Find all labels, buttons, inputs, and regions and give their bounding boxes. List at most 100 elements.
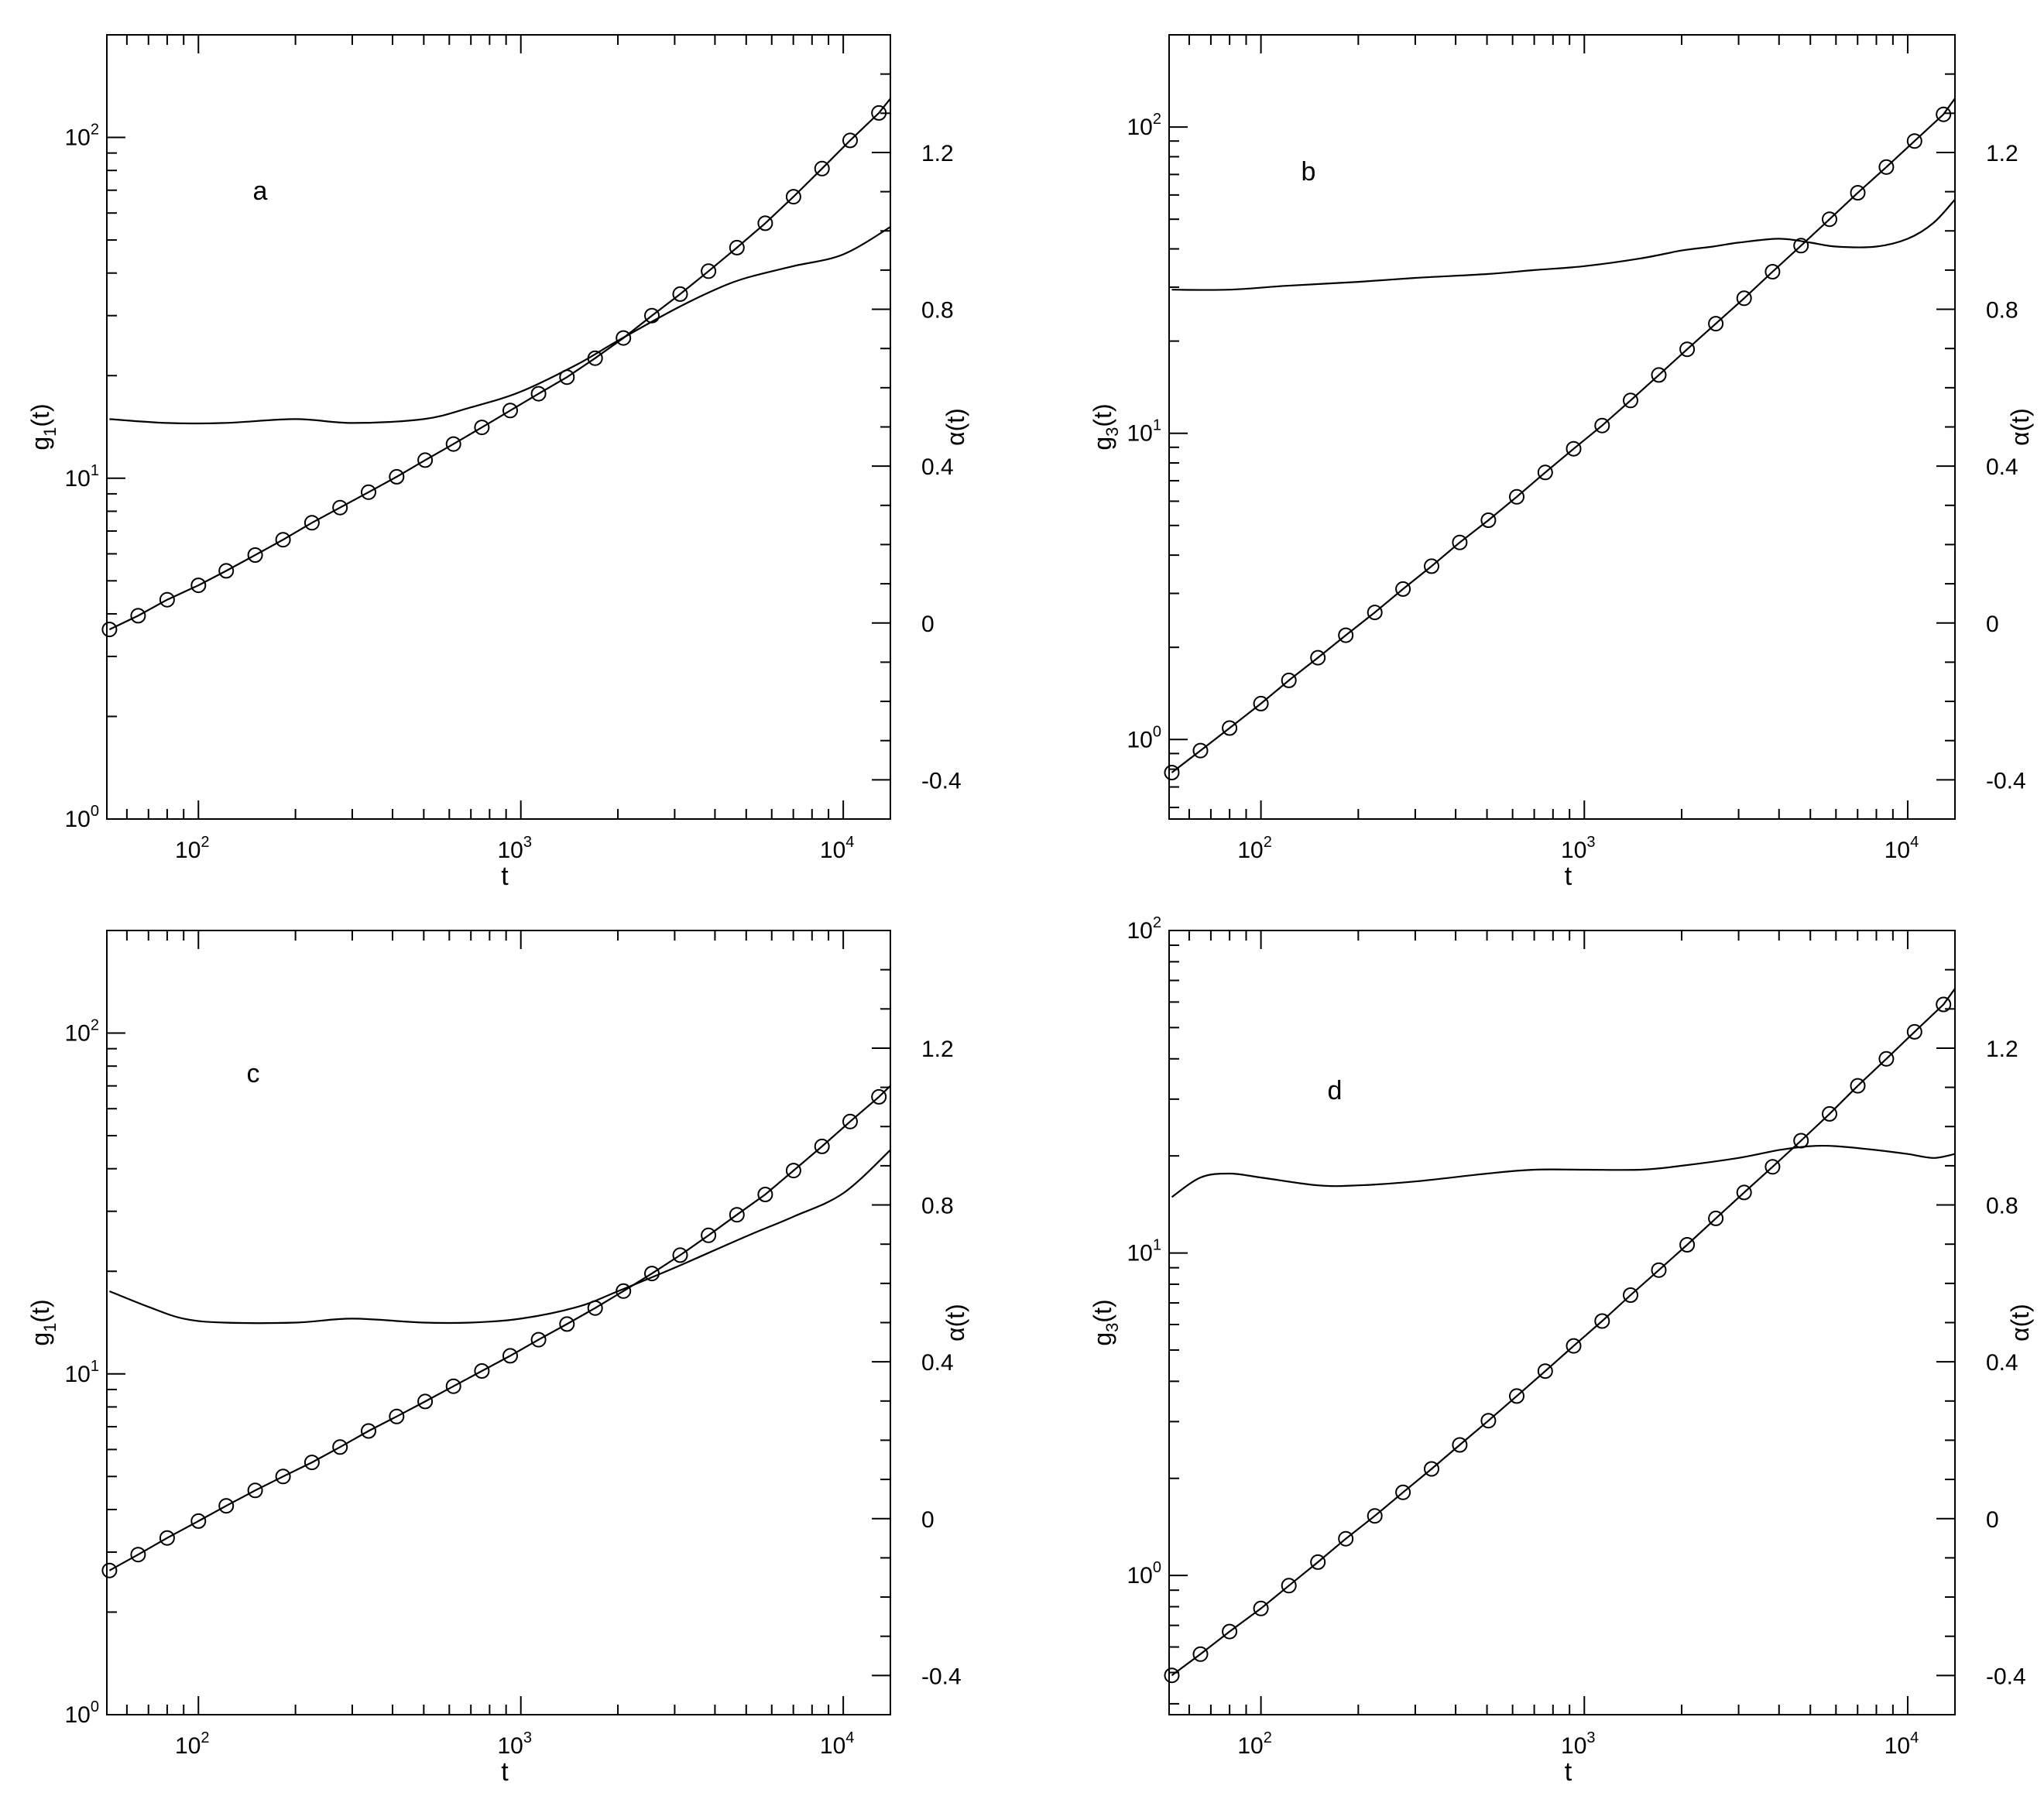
panel-label: b (1302, 157, 1316, 187)
y2-tick-label: -0.4 (1986, 768, 2026, 793)
data-point-marker (1822, 211, 1837, 228)
data-point-marker (275, 1469, 291, 1485)
y2-tick-label: 1.2 (921, 141, 954, 166)
data-point-marker (1623, 392, 1638, 409)
x-tick-exponent: 4 (845, 1729, 854, 1746)
x-axis-label: t (1565, 1757, 1572, 1787)
y2-axis-label: α(t) (2006, 1304, 2034, 1342)
y-axis-label-suffix: (t) (26, 1299, 54, 1322)
y-tick-exponent: 2 (91, 122, 99, 139)
y-tick-label: 100 (1127, 1559, 1162, 1589)
data-point-marker (1509, 1388, 1524, 1404)
data-point-marker (101, 1562, 118, 1578)
data-point-marker (1395, 581, 1411, 597)
data-point-marker (785, 1163, 801, 1179)
data-point-marker (247, 547, 263, 563)
y-axis-label-subscript: 1 (40, 1323, 60, 1332)
data-point-marker (1537, 1363, 1553, 1379)
data-point-marker (672, 286, 688, 302)
x-tick-exponent: 3 (1586, 1729, 1595, 1746)
data-point-marker (190, 577, 207, 594)
x-tick-exponent: 3 (523, 1729, 532, 1746)
x-tick-label: 103 (1561, 834, 1595, 863)
data-point-marker (1679, 341, 1696, 358)
data-point-marker (474, 1363, 490, 1379)
y-tick-label: 101 (65, 462, 100, 492)
data-point-marker (1424, 1461, 1439, 1477)
data-point-marker (332, 1439, 348, 1455)
data-point-marker (1736, 1184, 1752, 1201)
data-point-marker (729, 1207, 745, 1223)
data-point-marker (757, 215, 773, 231)
y-tick-exponent: 1 (91, 1358, 99, 1375)
y-axis-label-suffix: (t) (26, 403, 54, 427)
x-tick-exponent: 2 (201, 1729, 209, 1746)
data-point-marker (304, 1455, 320, 1471)
y-axis-label: g1(t) (26, 1299, 60, 1345)
data-point-marker (1367, 1508, 1383, 1524)
data-point-marker (1906, 1023, 1922, 1040)
data-point-marker (1480, 512, 1497, 528)
x-tick-label: 102 (1237, 1729, 1272, 1759)
data-point-marker (701, 1227, 717, 1243)
x-tick-label: 102 (175, 1729, 210, 1759)
y2-axis-label: α(t) (941, 1304, 969, 1342)
data-point-marker (1222, 720, 1238, 736)
data-point-marker (1192, 1646, 1209, 1662)
data-point-marker (672, 1247, 688, 1263)
y2-tick-label: 0 (1986, 1507, 1999, 1533)
y-tick-exponent: 2 (1153, 111, 1161, 128)
x-tick-label: 102 (1237, 834, 1272, 863)
y2-tick-label: 0 (1986, 612, 1999, 637)
y2-tick-label: 0.8 (921, 1194, 954, 1219)
data-point-marker (1878, 159, 1895, 175)
y-axis-label-main: g (26, 1332, 54, 1346)
data-point-marker (1164, 765, 1180, 780)
x-tick-label: 103 (497, 834, 532, 863)
data-point-marker (1338, 1530, 1354, 1547)
data-point-marker (389, 468, 405, 485)
data-point-marker (530, 1331, 547, 1348)
y-axis-label-suffix: (t) (1089, 403, 1116, 427)
data-point-marker (1281, 1578, 1297, 1594)
data-point-marker (1736, 290, 1752, 307)
x-tick-exponent: 3 (523, 834, 532, 851)
alpha-curve (109, 226, 891, 425)
data-point-marker (1651, 1262, 1667, 1278)
data-point-marker (871, 1088, 887, 1105)
y2-tick-label: 0 (921, 612, 935, 637)
panel-label: a (253, 177, 268, 206)
data-point-marker (1310, 1554, 1326, 1570)
x-tick-exponent: 3 (1586, 834, 1595, 851)
data-point-marker (1253, 1600, 1269, 1616)
y2-tick-label: 0.4 (921, 454, 954, 480)
y2-tick-label: 0.4 (1986, 1350, 2018, 1376)
y-axis-label-main: g (1089, 1332, 1116, 1346)
data-point-marker (871, 105, 887, 121)
data-point-marker (474, 420, 490, 436)
y2-tick-label: 0.4 (1986, 454, 2018, 480)
data-point-marker (101, 622, 118, 638)
y2-tick-label: 0.8 (921, 298, 954, 324)
g-curve-line (108, 98, 891, 631)
data-point-marker (1222, 1623, 1238, 1640)
alpha-curve (1171, 1144, 1956, 1198)
data-point-marker (559, 1316, 575, 1332)
x-tick-exponent: 2 (201, 834, 209, 851)
y2-axis-label: α(t) (2006, 408, 2034, 446)
data-point-marker (1850, 1078, 1866, 1094)
plot-frame (1168, 34, 1956, 820)
y-tick-label: 101 (1127, 1237, 1162, 1266)
x-axis-label: t (501, 862, 509, 891)
data-point-marker (842, 132, 858, 149)
data-point-marker (1566, 440, 1582, 457)
data-point-marker (1764, 264, 1781, 279)
data-point-marker (1537, 464, 1553, 481)
x-tick-exponent: 2 (1264, 1729, 1272, 1746)
data-point-marker (842, 1113, 858, 1129)
data-point-marker (1367, 605, 1383, 621)
y-tick-label: 100 (1127, 723, 1162, 752)
data-point-marker (1164, 1667, 1180, 1684)
